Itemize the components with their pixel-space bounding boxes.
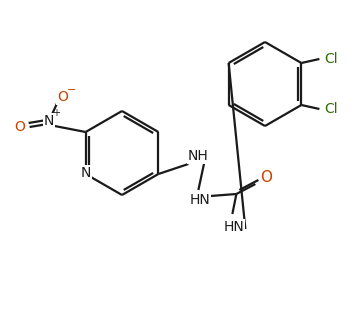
Text: O: O	[260, 169, 273, 185]
Text: N: N	[80, 166, 91, 180]
Text: O: O	[14, 120, 25, 134]
Text: Cl: Cl	[325, 52, 338, 66]
Text: HN: HN	[190, 193, 211, 207]
Text: O: O	[57, 90, 68, 104]
Text: NH: NH	[188, 149, 209, 163]
Text: Cl: Cl	[325, 102, 338, 116]
Text: +: +	[51, 108, 60, 118]
Text: −: −	[67, 85, 76, 95]
Text: HN: HN	[224, 220, 245, 234]
Text: N: N	[44, 114, 54, 128]
